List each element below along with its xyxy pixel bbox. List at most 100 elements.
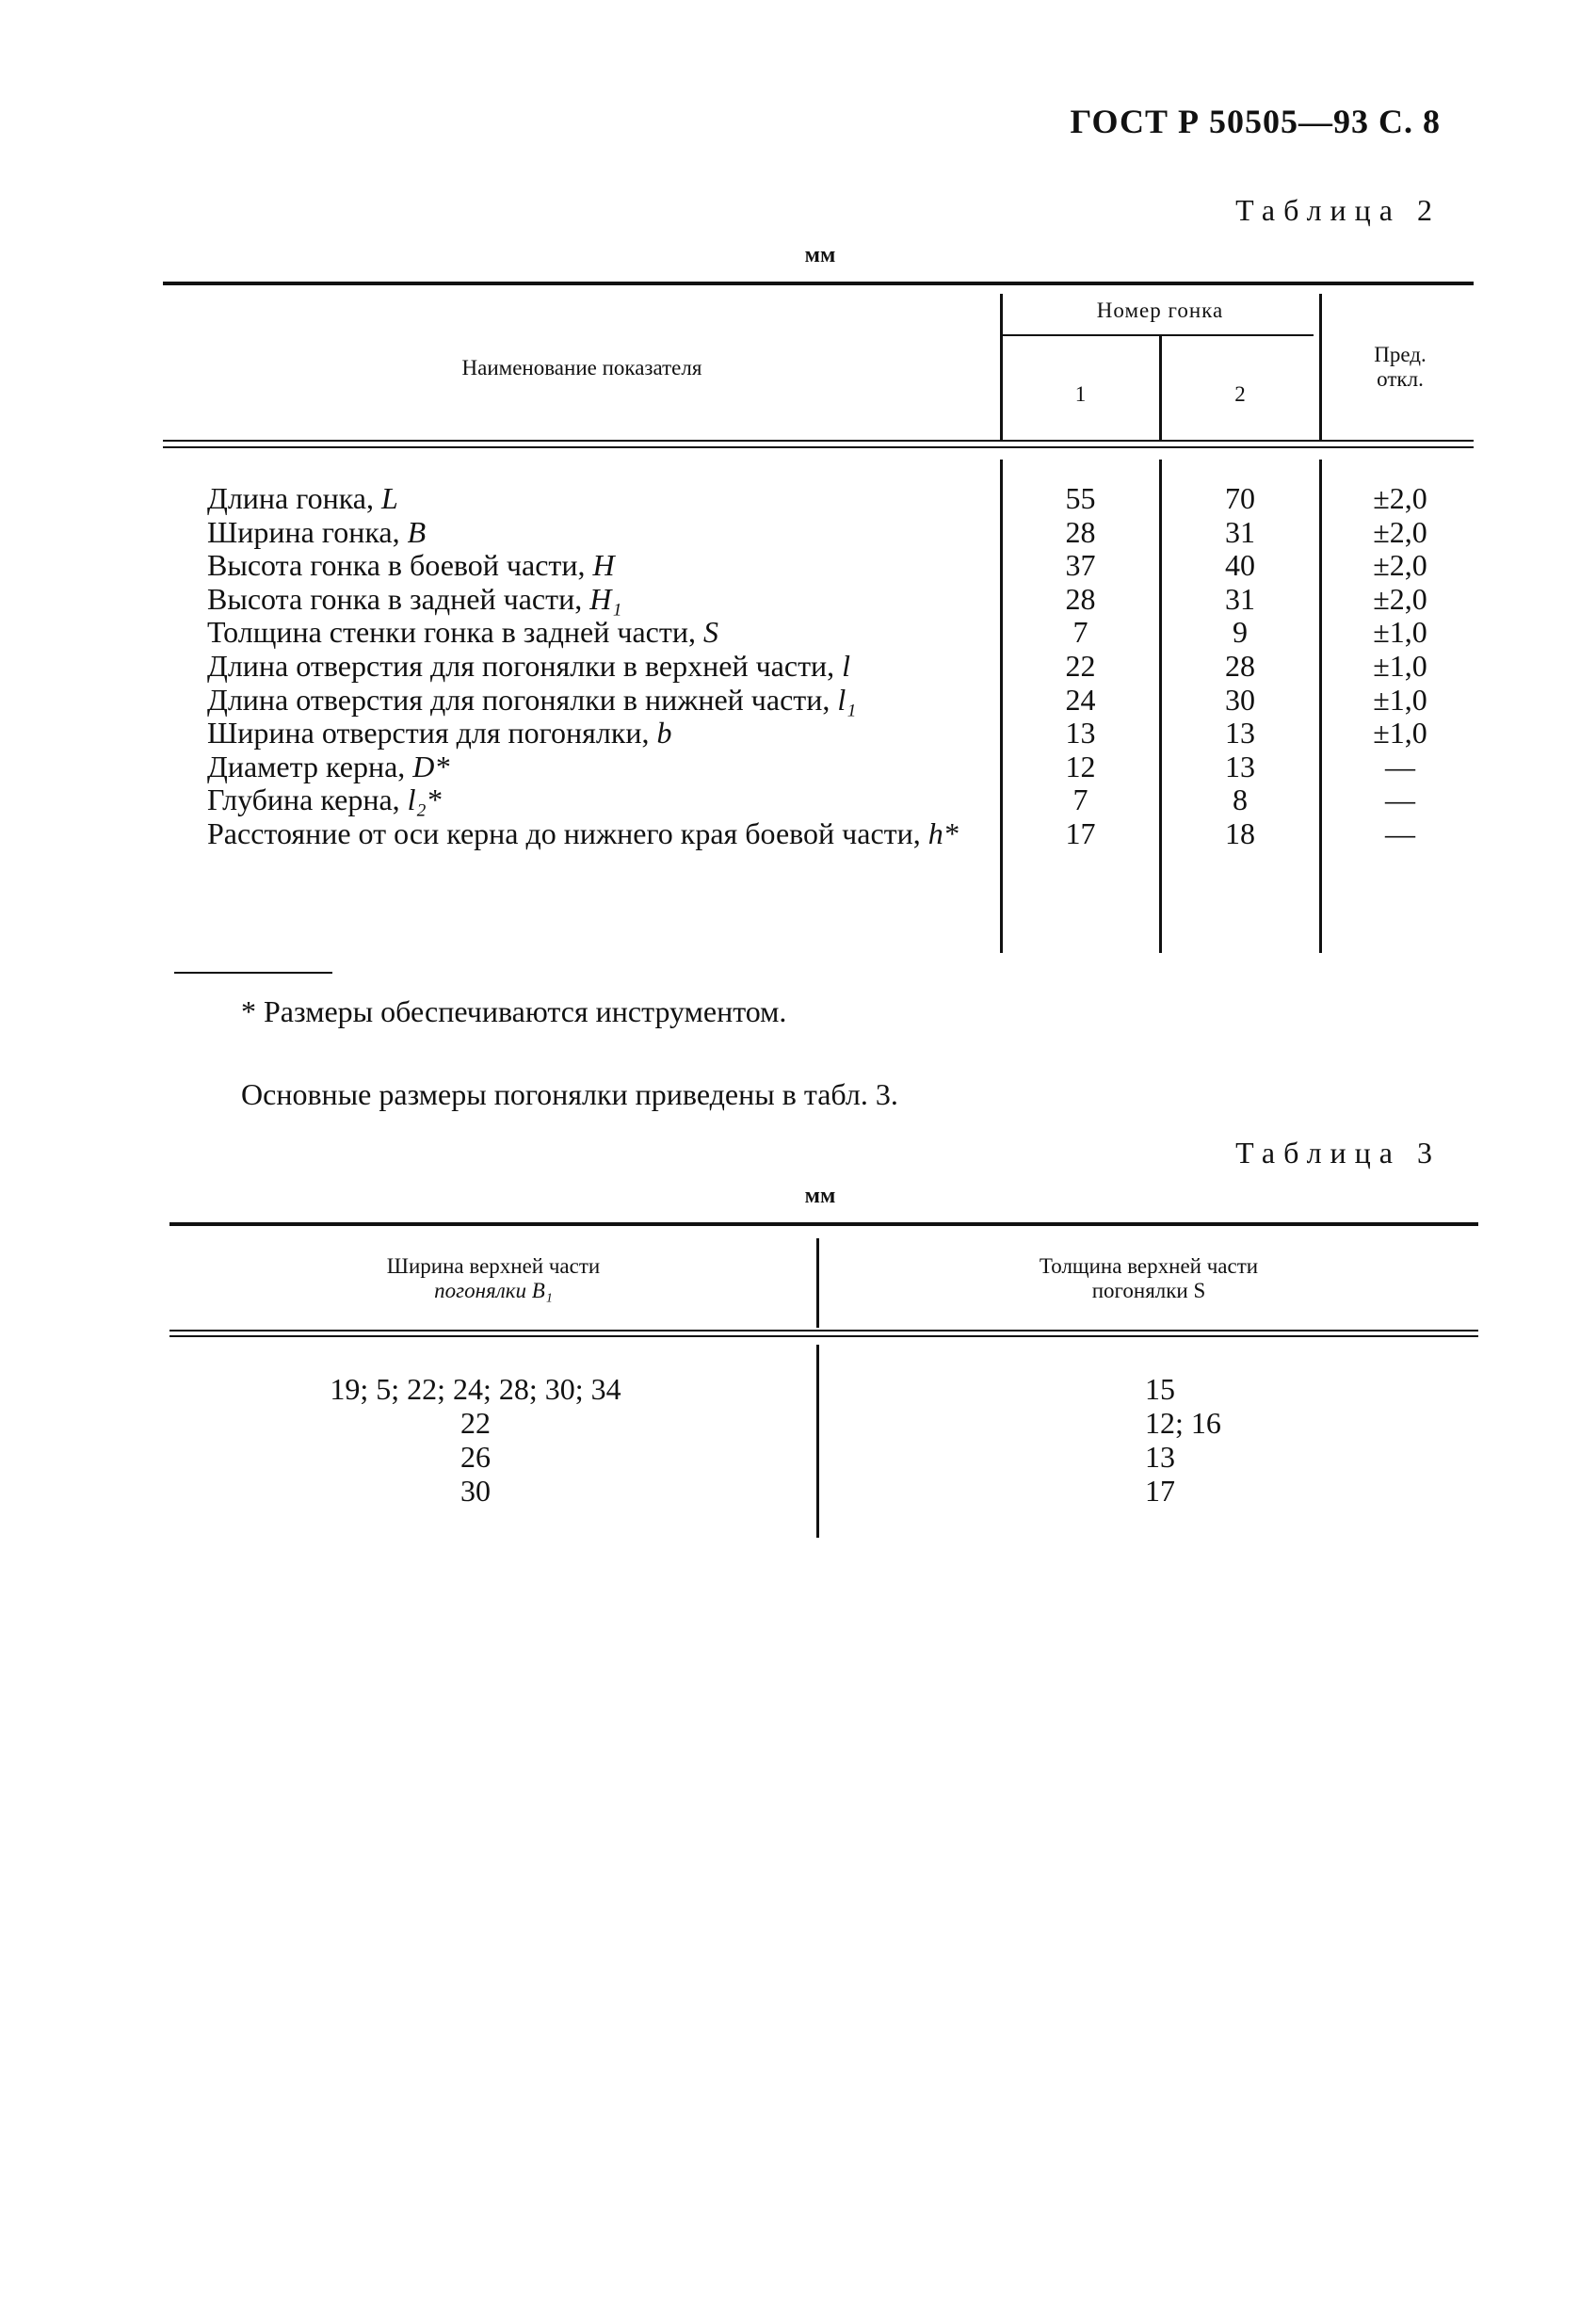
tolerance: ±1,0 (1373, 716, 1427, 751)
value-col2: 13 (1225, 716, 1255, 751)
value-col2: 8 (1233, 783, 1248, 817)
tolerance: ±1,0 (1373, 648, 1427, 683)
table3-body-divider (816, 1345, 819, 1538)
table-row: Расстояние от оси керна до нижнего края … (173, 815, 1473, 851)
table-row: 26 13 (169, 1440, 1478, 1474)
row-symbol: B (407, 514, 427, 549)
value-col1: 22 (1065, 648, 1096, 683)
value-col1: 7 (1072, 783, 1088, 817)
table2-header-divider (1000, 294, 1003, 441)
s-value: 12; 16 (1145, 1406, 1221, 1440)
b1-value: 19; 5; 22; 24; 28; 30; 34 (330, 1372, 621, 1406)
table3-body: 19; 5; 22; 24; 28; 30; 34 15 22 12; 16 26 13 3… (169, 1372, 1478, 1508)
header-b1-line1: Ширина верхней части (386, 1254, 601, 1278)
header-tolerance: Пред. откл. (1320, 343, 1480, 392)
value-col1: 13 (1065, 716, 1096, 751)
table3-header-s: Толщина верхней части погонялки S (819, 1254, 1478, 1303)
tolerance: ±2,0 (1373, 581, 1427, 616)
value-col2: 30 (1225, 682, 1255, 717)
row-label-text: Толщина стенки гонка в задней части, (207, 615, 703, 650)
table3-header-b1: Ширина верхней части погонялки B₁ (169, 1254, 817, 1303)
row-label: Ширина отверстия для погонялки, b (173, 716, 968, 751)
row-symbol: l (842, 648, 851, 683)
table-row: Диаметр керна, D* 12 13 — (173, 749, 1473, 784)
table3-double-rule-top (169, 1330, 1478, 1332)
table-row: Длина гонка, L 55 70 ±2,0 (173, 481, 1473, 516)
header-col1: 1 (1074, 382, 1087, 406)
tolerance: ±1,0 (1373, 682, 1427, 717)
tolerance: ±2,0 (1373, 548, 1427, 583)
row-label: Высота гонка в задней части, H₁ (173, 581, 968, 617)
table3-header-divider (816, 1238, 819, 1328)
table-row: Глубина керна, l₂* 7 8 — (173, 783, 1473, 817)
s-value: 15 (1145, 1372, 1175, 1406)
row-symbol: l₂* (407, 783, 442, 817)
row-label: Высота гонка в боевой части, H (173, 548, 968, 583)
tolerance: — (1385, 749, 1415, 783)
row-label-text: Длина отверстия для погонялки в нижней ч… (207, 682, 838, 717)
row-label-text: Расстояние от оси керна до нижнего края … (207, 815, 928, 850)
row-label: Длина отверстия для погонялки в верхней … (173, 648, 968, 684)
row-label-text: Диаметр керна, (207, 749, 413, 783)
table-row: 30 17 (169, 1474, 1478, 1508)
row-label: Диаметр керна, D* (173, 749, 968, 784)
table2-group-rule (1001, 334, 1314, 336)
paragraph: Основные размеры погонялки приведены в т… (241, 1077, 898, 1111)
row-label: Длина отверстия для погонялки в нижней ч… (173, 682, 968, 718)
value-col2: 18 (1225, 815, 1255, 850)
row-symbol: b (656, 716, 672, 751)
header-col2: 2 (1234, 382, 1246, 406)
table-row: Ширина отверстия для погонялки, b 13 13 ±1,… (173, 716, 1473, 751)
value-col2: 70 (1225, 481, 1255, 515)
table-row: Толщина стенки гонка в задней части, S 7 9… (173, 616, 1473, 650)
value-col1: 17 (1065, 815, 1096, 850)
table2-caption: Таблица 2 (1235, 193, 1441, 227)
table2-body: Длина гонка, L 55 70 ±2,0 Ширина гонка, B 28 3… (173, 481, 1473, 851)
header-s-line1: Толщина верхней части (1039, 1254, 1259, 1278)
value-col2: 28 (1225, 648, 1255, 683)
value-col1: 28 (1065, 514, 1096, 549)
row-label-text: Ширина гонка, (207, 514, 408, 549)
header-tolerance-line1: Пред. (1374, 343, 1427, 366)
row-label: Глубина керна, l₂* (173, 783, 968, 817)
value-col2: 9 (1233, 615, 1248, 650)
row-label-text: Высота гонка в задней части, (207, 581, 590, 616)
value-col2: 31 (1225, 581, 1255, 616)
table-row: Высота гонка в боевой части, H 37 40 ±2,0 (173, 548, 1473, 583)
table-row: 19; 5; 22; 24; 28; 30; 34 15 (169, 1372, 1478, 1406)
table-row: Длина отверстия для погонялки в нижней ч… (173, 682, 1473, 718)
table2-double-rule-bottom (163, 446, 1474, 448)
row-label: Расстояние от оси керна до нижнего края … (173, 815, 968, 851)
table-row: 22 12; 16 (169, 1406, 1478, 1440)
row-label-text: Ширина отверстия для погонялки, (207, 716, 657, 751)
table2-unit: мм (804, 243, 836, 267)
footnote-rule (174, 972, 332, 974)
row-symbol: S (702, 615, 718, 650)
row-label-text: Глубина керна, (207, 783, 408, 817)
value-col1: 55 (1065, 481, 1096, 515)
value-col1: 12 (1065, 749, 1096, 783)
row-symbol: D* (412, 749, 450, 783)
table2-double-rule-top (163, 440, 1474, 442)
footnote: * Размеры обеспечиваются инструментом. (241, 994, 787, 1028)
table3-double-rule-bottom (169, 1335, 1478, 1337)
row-symbol: L (380, 481, 398, 515)
row-symbol: H₁ (589, 581, 622, 616)
table2-body-divider (1159, 460, 1162, 953)
b1-value: 22 (460, 1406, 491, 1440)
row-label: Толщина стенки гонка в задней части, S (173, 616, 968, 650)
row-symbol: H (592, 548, 615, 583)
table-row: Высота гонка в задней части, H₁ 28 31 ±2,0 (173, 581, 1473, 617)
header-name: Наименование показателя (461, 356, 702, 379)
row-label: Длина гонка, L (173, 481, 968, 516)
row-label: Ширина гонка, B (173, 514, 968, 550)
row-label-text: Высота гонка в боевой части, (207, 548, 593, 583)
value-col1: 24 (1065, 682, 1096, 717)
table2-top-rule (163, 282, 1474, 285)
row-symbol: h* (927, 815, 959, 850)
header-tolerance-line2: откл. (1377, 367, 1424, 391)
s-value: 13 (1145, 1440, 1175, 1474)
row-symbol: l₁ (837, 682, 857, 717)
tolerance: — (1385, 815, 1415, 850)
b1-value: 30 (460, 1474, 491, 1508)
